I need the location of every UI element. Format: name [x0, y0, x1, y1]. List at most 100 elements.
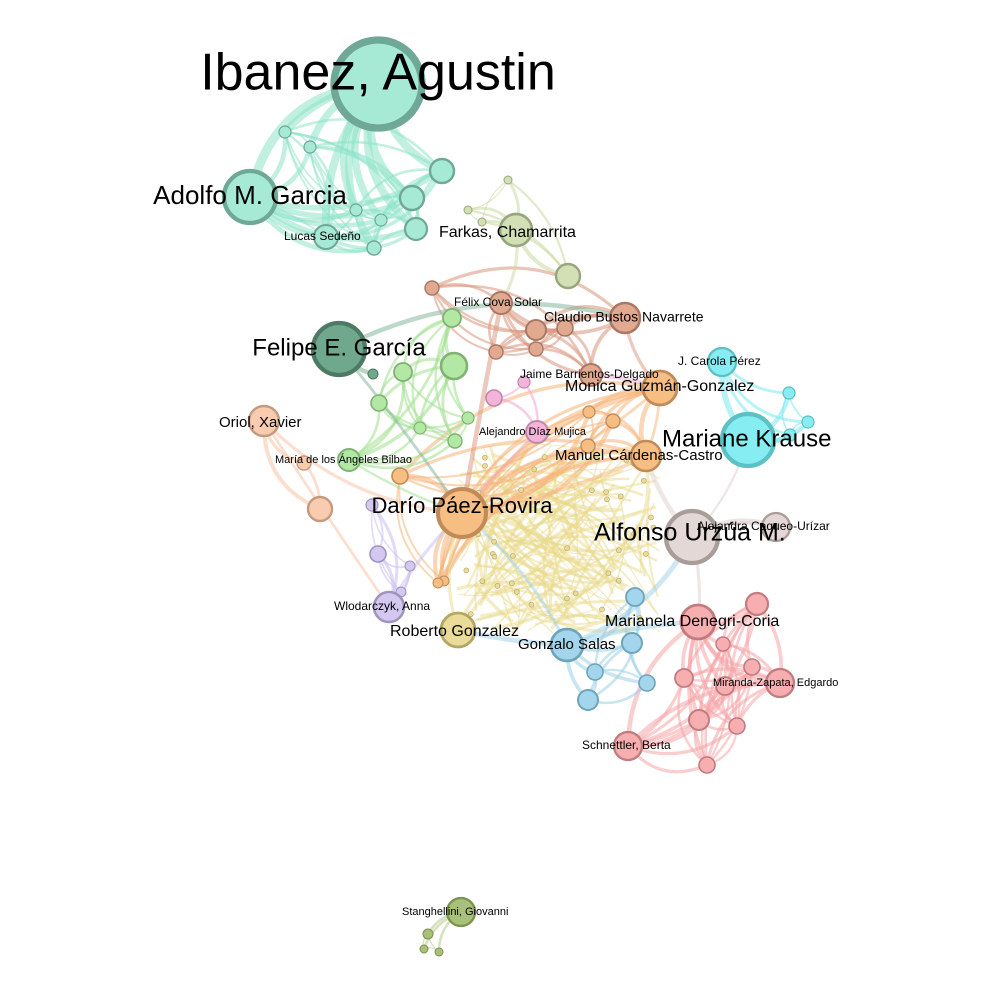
- author-node-alejandro[interactable]: [525, 420, 549, 444]
- author-node-denegri[interactable]: [679, 603, 717, 641]
- minor-author-node[interactable]: [442, 308, 462, 328]
- author-node-ibanez[interactable]: [330, 36, 426, 132]
- minor-author-node[interactable]: [419, 944, 429, 954]
- minor-author-node[interactable]: [605, 570, 612, 577]
- minor-author-node[interactable]: [541, 454, 548, 460]
- author-node-schnettler[interactable]: [612, 730, 644, 762]
- minor-author-node[interactable]: [509, 580, 515, 587]
- minor-author-node[interactable]: [482, 454, 488, 461]
- author-node-stang[interactable]: [445, 896, 477, 928]
- minor-author-node[interactable]: [564, 545, 570, 552]
- minor-author-node[interactable]: [594, 455, 601, 462]
- minor-author-node[interactable]: [349, 203, 363, 217]
- minor-author-node[interactable]: [463, 567, 470, 574]
- minor-author-node[interactable]: [636, 614, 643, 621]
- minor-author-node[interactable]: [404, 560, 416, 572]
- minor-author-node[interactable]: [463, 205, 473, 215]
- minor-author-node[interactable]: [369, 545, 387, 563]
- minor-author-node[interactable]: [403, 216, 429, 242]
- minor-author-node[interactable]: [648, 514, 654, 521]
- minor-author-node[interactable]: [303, 140, 317, 154]
- minor-author-node[interactable]: [461, 411, 475, 425]
- minor-author-node[interactable]: [518, 487, 524, 493]
- minor-author-node[interactable]: [439, 351, 469, 381]
- minor-author-node[interactable]: [434, 947, 444, 957]
- minor-author-node[interactable]: [688, 709, 710, 731]
- minor-author-node[interactable]: [618, 493, 624, 500]
- author-node-maria[interactable]: [337, 448, 361, 472]
- minor-author-node[interactable]: [413, 421, 427, 435]
- minor-author-node[interactable]: [801, 415, 815, 429]
- minor-author-node[interactable]: [615, 577, 622, 584]
- minor-author-node[interactable]: [783, 428, 797, 442]
- minor-author-node[interactable]: [782, 386, 796, 400]
- minor-author-node[interactable]: [374, 213, 388, 227]
- author-node-paez[interactable]: [436, 487, 488, 539]
- minor-author-node[interactable]: [477, 217, 487, 227]
- author-node-jaime[interactable]: [579, 363, 603, 387]
- author-node-monica[interactable]: [641, 369, 679, 407]
- minor-author-node[interactable]: [391, 467, 409, 485]
- minor-author-node[interactable]: [643, 551, 649, 557]
- author-node-salas[interactable]: [549, 627, 585, 663]
- author-node-castano[interactable]: [760, 511, 792, 543]
- author-node-roberto[interactable]: [439, 611, 477, 649]
- minor-author-node[interactable]: [479, 578, 486, 585]
- minor-author-node[interactable]: [616, 547, 622, 554]
- author-node-claudio[interactable]: [608, 301, 642, 335]
- minor-author-node[interactable]: [491, 538, 497, 545]
- minor-author-node[interactable]: [367, 368, 379, 380]
- minor-author-node[interactable]: [432, 577, 444, 589]
- minor-author-node[interactable]: [621, 632, 643, 654]
- minor-author-node[interactable]: [447, 433, 463, 449]
- author-node-carola[interactable]: [706, 346, 738, 378]
- minor-author-node[interactable]: [638, 674, 656, 692]
- author-node-felix[interactable]: [489, 291, 513, 315]
- author-node-sedeno[interactable]: [313, 224, 339, 250]
- minor-author-node[interactable]: [577, 689, 599, 711]
- minor-author-node[interactable]: [623, 457, 630, 464]
- minor-author-node[interactable]: [572, 590, 579, 597]
- author-node-manuel[interactable]: [629, 439, 663, 473]
- minor-author-node[interactable]: [631, 531, 637, 537]
- minor-author-node[interactable]: [528, 341, 544, 357]
- minor-author-node[interactable]: [603, 489, 609, 495]
- minor-author-node[interactable]: [306, 495, 334, 523]
- author-node-adolfo[interactable]: [221, 168, 279, 226]
- minor-author-node[interactable]: [278, 125, 292, 139]
- author-node-wlodar[interactable]: [372, 590, 406, 624]
- author-node-urzua[interactable]: [663, 508, 721, 566]
- minor-author-node[interactable]: [503, 175, 513, 185]
- minor-author-node[interactable]: [564, 595, 570, 602]
- author-node-felipe[interactable]: [310, 320, 368, 378]
- minor-author-node[interactable]: [422, 928, 434, 940]
- minor-author-node[interactable]: [715, 676, 735, 696]
- minor-author-node[interactable]: [365, 498, 379, 512]
- minor-author-node[interactable]: [582, 405, 596, 419]
- minor-author-node[interactable]: [604, 496, 610, 503]
- minor-author-node[interactable]: [586, 663, 604, 681]
- minor-author-node[interactable]: [580, 438, 596, 454]
- minor-author-node[interactable]: [424, 280, 440, 296]
- minor-author-node[interactable]: [491, 553, 498, 560]
- minor-author-node[interactable]: [554, 262, 582, 290]
- minor-author-node[interactable]: [641, 477, 647, 484]
- minor-author-node[interactable]: [674, 668, 694, 688]
- minor-author-node[interactable]: [556, 319, 574, 337]
- minor-author-node[interactable]: [370, 394, 388, 412]
- minor-author-node[interactable]: [296, 455, 312, 471]
- author-node-oriol[interactable]: [247, 404, 281, 438]
- minor-author-node[interactable]: [428, 157, 456, 185]
- minor-author-node[interactable]: [494, 583, 501, 589]
- minor-author-node[interactable]: [715, 636, 731, 652]
- minor-author-node[interactable]: [510, 552, 516, 559]
- minor-author-node[interactable]: [625, 587, 645, 607]
- minor-author-node[interactable]: [531, 466, 538, 473]
- minor-author-node[interactable]: [744, 591, 770, 617]
- minor-author-node[interactable]: [743, 658, 761, 676]
- author-node-farkas[interactable]: [498, 212, 534, 248]
- author-node-miranda[interactable]: [764, 667, 796, 699]
- author-node-krause[interactable]: [719, 411, 777, 469]
- minor-author-node[interactable]: [525, 319, 547, 341]
- minor-author-node[interactable]: [728, 717, 746, 735]
